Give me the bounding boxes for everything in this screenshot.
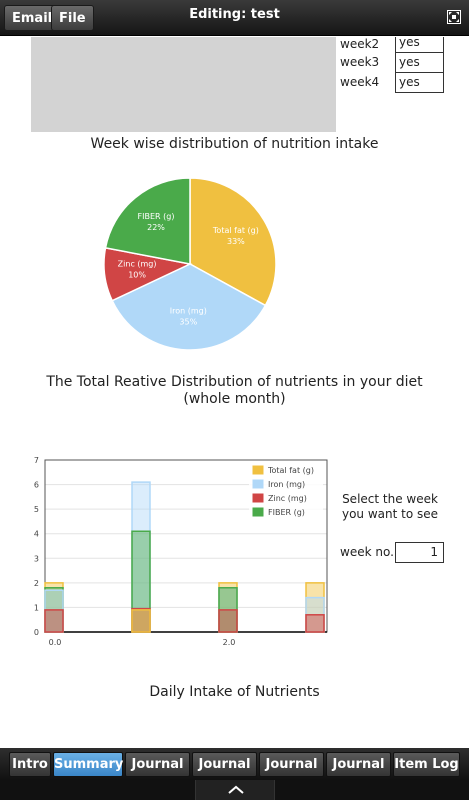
- y-tick-label: 3: [34, 554, 39, 563]
- tab-intro[interactable]: Intro: [9, 752, 51, 777]
- pie-slice-label: Total fat (g): [212, 226, 259, 235]
- legend-swatch: [252, 465, 264, 475]
- tab-summary[interactable]: Summary: [53, 752, 123, 777]
- email-button[interactable]: Email: [4, 5, 61, 31]
- bar-chart-caption: The Total Reative Distribution of nutrie…: [46, 374, 423, 407]
- file-button[interactable]: File: [51, 5, 94, 31]
- pie-slice-label: Iron (mg): [170, 306, 207, 315]
- bar-chart: 0 1 2 3 4 5 6 7 0.0 2.0 Total fat (g) Iron (mg) Zinc…: [34, 456, 328, 647]
- bar: [218, 609, 238, 633]
- bottom-bar: [0, 780, 469, 800]
- legend-label: Zinc (mg): [268, 494, 307, 503]
- legend-label: Iron (mg): [268, 480, 305, 489]
- legend-label: Total fat (g): [267, 466, 314, 475]
- y-tick-label: 2: [34, 579, 39, 588]
- y-tick-label: 0: [34, 628, 39, 637]
- page-title: Editing: test: [189, 7, 280, 22]
- summary-content[interactable]: week2 yes week3 yes week4 yes Week wise …: [0, 37, 469, 748]
- bar: [131, 609, 151, 633]
- tab-item-log[interactable]: Item Log: [393, 752, 460, 777]
- bar: [305, 614, 325, 633]
- pie-slice-label: Zinc (mg): [118, 260, 157, 269]
- pie-slice-percent: 33%: [227, 237, 245, 246]
- legend-label: FIBER (g): [268, 508, 305, 517]
- week-value-field[interactable]: yes: [395, 72, 444, 93]
- legend-swatch: [252, 479, 264, 489]
- week-label: week4: [340, 75, 380, 89]
- expand-handle[interactable]: [195, 780, 275, 800]
- pie-slice: [189, 177, 277, 307]
- week-no-label: week no.: [340, 545, 394, 559]
- pie-chart: Total fat (g) 33% Iron (mg) 35% Zinc (mg) 10%…: [103, 177, 277, 351]
- tab-journal-2[interactable]: Journal 2: [192, 752, 257, 795]
- pie-slice-label: FIBER (g): [138, 212, 175, 221]
- fullscreen-icon[interactable]: [447, 10, 461, 24]
- week-value-field[interactable]: yes: [395, 52, 444, 73]
- tab-journal-3[interactable]: Journal 3: [259, 752, 324, 795]
- pie-slice-percent: 22%: [147, 223, 165, 232]
- y-tick-label: 7: [34, 456, 39, 465]
- tab-bar: Intro Summary Journal 1 Journal 2 Journa…: [0, 748, 469, 795]
- week-value-field[interactable]: yes: [395, 37, 444, 53]
- tab-journal-1[interactable]: Journal 1: [125, 752, 190, 795]
- legend-swatch: [252, 493, 264, 503]
- image-placeholder: [31, 37, 336, 132]
- week-label: week2: [340, 37, 380, 51]
- pie-slice-percent: 10%: [128, 271, 146, 280]
- pie-slice: [111, 263, 267, 351]
- chevron-up-icon: [228, 785, 244, 794]
- pie-chart-caption: Week wise distribution of nutrition inta…: [90, 136, 379, 152]
- y-tick-label: 1: [34, 603, 39, 612]
- week-label: week3: [340, 55, 380, 69]
- pie-slice-percent: 35%: [179, 317, 197, 326]
- y-tick-label: 6: [34, 481, 39, 490]
- x-tick-label: 0.0: [49, 638, 62, 647]
- pie-slice: [104, 177, 191, 265]
- top-bar: Email File Editing: test: [0, 0, 469, 36]
- bar: [44, 609, 64, 633]
- daily-intake-caption: Daily Intake of Nutrients: [149, 684, 320, 700]
- x-tick-label: 2.0: [223, 638, 236, 647]
- tab-journal-4[interactable]: Journal 4: [326, 752, 391, 795]
- y-tick-label: 4: [34, 530, 39, 539]
- week-select-prompt: Select the week you want to see: [341, 492, 439, 521]
- y-tick-label: 5: [34, 505, 39, 514]
- week-no-input[interactable]: 1: [395, 542, 444, 563]
- legend-swatch: [252, 507, 264, 517]
